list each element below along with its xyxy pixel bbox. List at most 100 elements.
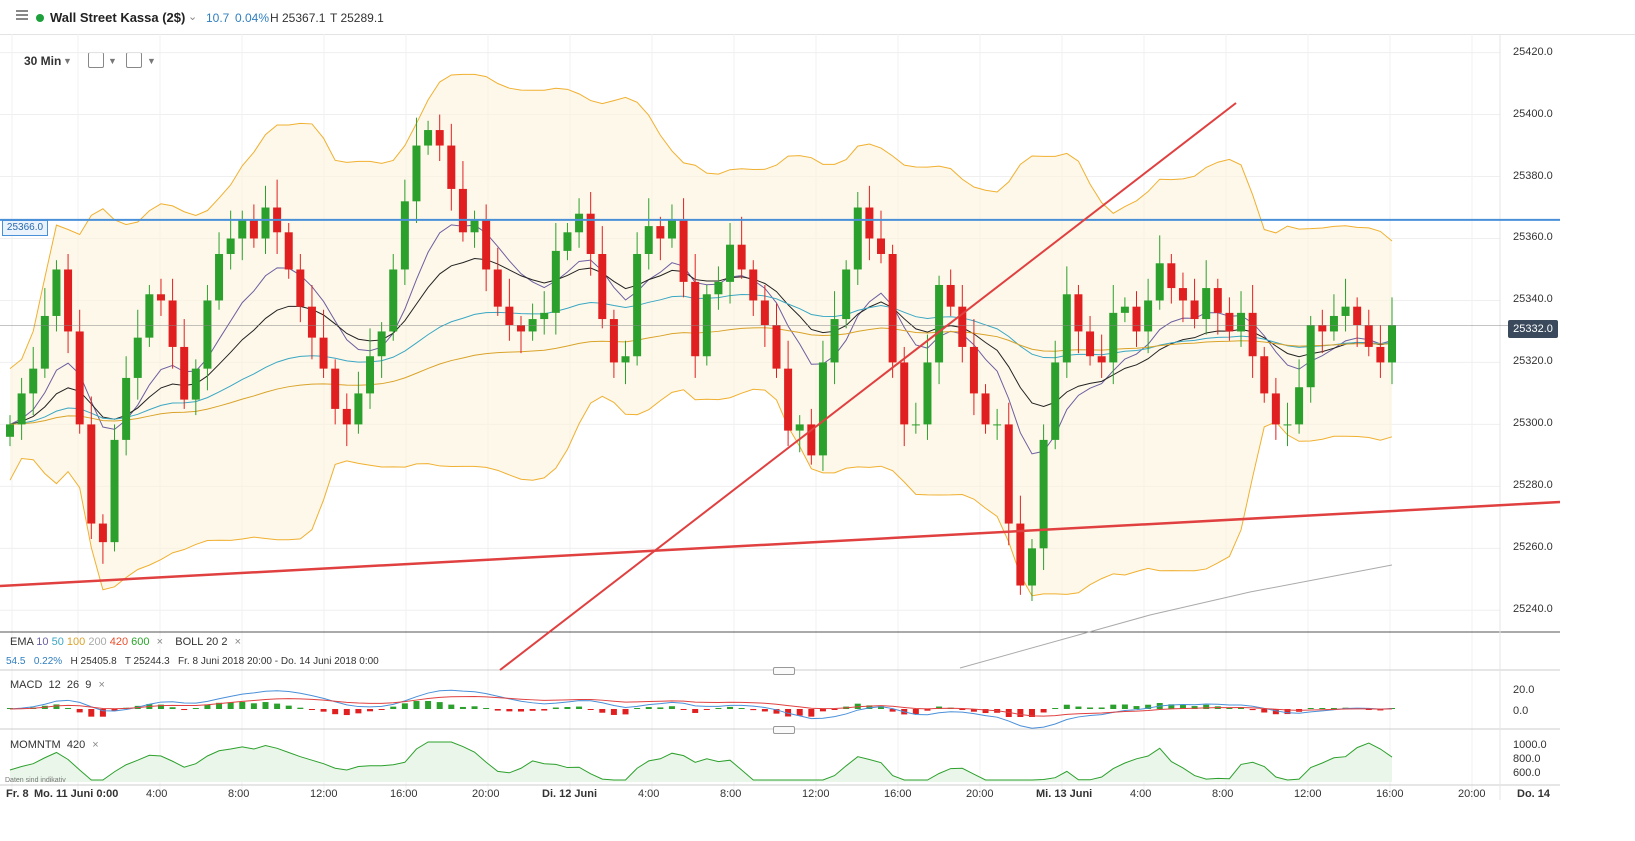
candle-body <box>493 269 502 307</box>
macd-signal-line <box>9 696 1393 717</box>
candle-body <box>389 269 398 332</box>
candle-body <box>1178 288 1187 301</box>
macd-bar <box>88 709 95 717</box>
overlay-stats: 54.5 0.22% H 25405.8 T 25244.3 Fr. 8 Jun… <box>6 656 379 667</box>
chart-type-caret-icon[interactable]: ▼ <box>108 56 117 66</box>
candle-body <box>1027 548 1036 586</box>
remove-momentum-icon[interactable]: × <box>92 739 99 751</box>
price-tick-label: 25380.0 <box>1513 169 1553 182</box>
macd-bar <box>889 709 896 712</box>
macd-bar <box>761 709 768 712</box>
ema-period: 50 <box>48 636 64 648</box>
market-open-status-icon <box>36 14 44 22</box>
macd-bar <box>785 709 792 717</box>
timeframe-caret-icon[interactable]: ▼ <box>63 56 72 66</box>
candle-body <box>366 356 375 394</box>
macd-bar <box>1040 709 1047 713</box>
session-high: H 25367.1 <box>270 11 326 25</box>
candle-body <box>1004 424 1013 524</box>
boll-period: 20 <box>206 636 219 648</box>
macd-bar <box>1272 709 1279 715</box>
time-tick-label: 4:00 <box>638 788 660 800</box>
time-tick-label: 12:00 <box>802 788 830 800</box>
macd-bar <box>634 708 641 709</box>
indicators-caret-icon[interactable]: ▼ <box>147 56 156 66</box>
bollinger-upper <box>9 73 1393 370</box>
remove-macd-icon[interactable]: × <box>98 679 105 691</box>
macd-bar <box>657 707 664 709</box>
candle-body <box>238 219 247 239</box>
candle-body <box>1202 288 1211 320</box>
candle-body <box>714 281 723 295</box>
macd-bar <box>53 704 60 709</box>
stats-change: 54.5 <box>6 656 26 667</box>
chevron-down-icon[interactable]: ⌄ <box>188 11 198 23</box>
macd-bar <box>924 709 931 711</box>
price-tick-label: 25300.0 <box>1513 417 1553 430</box>
candle-body <box>75 331 84 425</box>
macd-bar <box>436 702 443 709</box>
ema-50-line <box>9 294 1393 425</box>
candle-body <box>6 424 14 437</box>
candle-body <box>1237 312 1246 332</box>
pane-resize-handle[interactable] <box>773 667 795 675</box>
price-tick-label: 25420.0 <box>1513 45 1553 58</box>
menu-icon[interactable] <box>16 10 28 20</box>
macd-bar <box>413 701 420 709</box>
candle-body <box>540 312 549 320</box>
macd-bar <box>819 709 826 712</box>
pane-resize-handle[interactable] <box>773 726 795 734</box>
macd-bar <box>99 709 106 717</box>
candle-body <box>807 424 816 456</box>
candle-body <box>667 219 676 239</box>
macd-bar <box>227 702 234 709</box>
macd-bar <box>367 709 374 712</box>
candle-body <box>1051 362 1060 440</box>
macd-bar <box>355 709 362 714</box>
time-tick-label: 20:00 <box>472 788 500 800</box>
price-tick-label: 25360.0 <box>1513 231 1553 244</box>
candle-body <box>354 393 363 425</box>
bollinger-band-fill <box>10 74 1392 596</box>
macd-bar <box>1319 708 1326 709</box>
candle-body <box>1062 294 1071 363</box>
macd-bar <box>320 709 327 712</box>
timeframe-select[interactable]: 30 Min <box>24 54 62 68</box>
macd-bar <box>332 709 339 715</box>
price-change: 10.7 <box>206 11 230 25</box>
time-tick-label: Mi. 13 Juni <box>1036 788 1093 800</box>
time-tick-label: 16:00 <box>1376 788 1404 800</box>
candle-body <box>447 145 456 189</box>
macd-bar <box>808 709 815 717</box>
level-price-label: 25366.0 <box>2 220 48 236</box>
ema-period: 420 <box>106 636 129 648</box>
candle-body <box>1225 312 1234 332</box>
candle-body <box>1341 306 1350 316</box>
macd-bar <box>703 709 710 710</box>
macd-bar <box>65 707 72 709</box>
candle-body <box>609 319 618 363</box>
time-tick-label: 8:00 <box>720 788 742 800</box>
ema-period: 600 <box>128 636 150 648</box>
remove-boll-icon[interactable]: × <box>234 636 241 648</box>
instrument-title[interactable]: Wall Street Kassa (2$) <box>50 10 186 25</box>
data-disclaimer: Daten sind indikativ <box>5 777 66 784</box>
candle-body <box>551 250 560 313</box>
macd-legend: MACD 12 26 9 × <box>10 679 105 691</box>
candle-body <box>1271 393 1280 425</box>
macd-bar <box>1249 709 1256 711</box>
price-tick-label: 25240.0 <box>1513 603 1553 616</box>
candle-body <box>981 393 990 425</box>
candle-body <box>516 325 525 332</box>
macd-bar <box>1110 704 1117 709</box>
candle-body <box>1086 331 1095 357</box>
momentum-axis-label: 1000.0 <box>1513 739 1547 751</box>
ema-period: 10 <box>36 636 49 648</box>
candle-body <box>621 356 630 363</box>
overlay-legend: EMA 10 50 100 200 420 600 × BOLL 20 2 × <box>10 636 241 648</box>
candle-body <box>1213 288 1222 313</box>
macd-bar <box>308 709 315 710</box>
remove-ema-icon[interactable]: × <box>156 636 164 648</box>
candle-body <box>737 244 746 270</box>
